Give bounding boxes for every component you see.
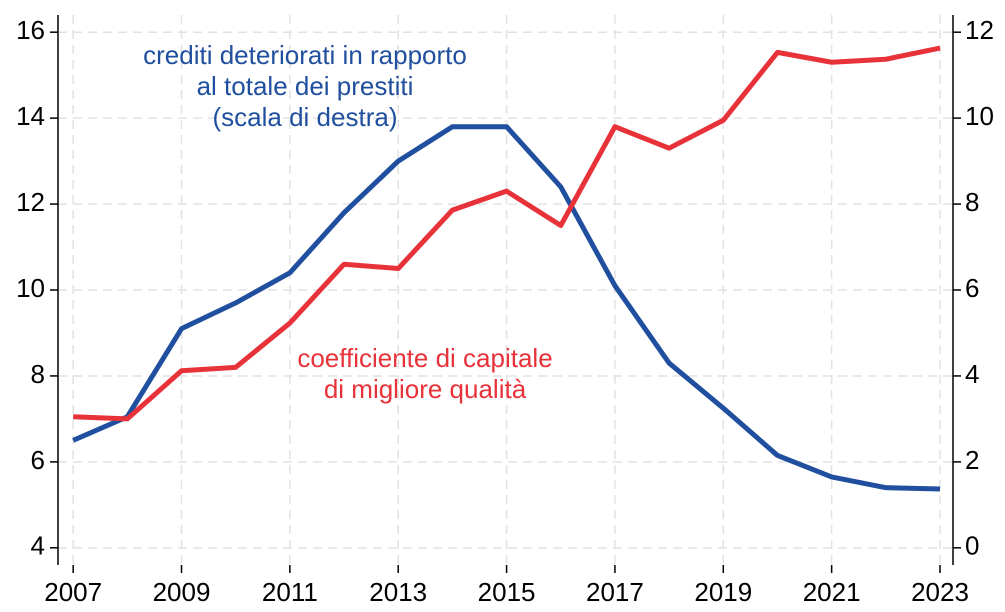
x-tick-label: 2013 bbox=[369, 577, 427, 607]
y-tick-label: 16 bbox=[16, 15, 45, 45]
x-tick-label: 2015 bbox=[478, 577, 536, 607]
y-tick-label: 6 bbox=[31, 445, 45, 475]
annotation: crediti deteriorati in rapporto bbox=[143, 40, 467, 70]
y2-tick-label: 2 bbox=[965, 445, 979, 475]
annotation: al totale dei prestiti bbox=[197, 71, 414, 101]
x-tick-label: 2017 bbox=[586, 577, 644, 607]
y-tick-label: 10 bbox=[16, 273, 45, 303]
x-tick-label: 2007 bbox=[44, 577, 102, 607]
line-series bbox=[72, 124, 941, 492]
annotation: (scala di destra) bbox=[213, 102, 398, 132]
y2-tick-label: 6 bbox=[965, 273, 979, 303]
y2-tick-label: 12 bbox=[965, 15, 994, 45]
y-tick-label: 14 bbox=[16, 101, 45, 131]
y-tick-label: 12 bbox=[16, 187, 45, 217]
y2-tick-label: 4 bbox=[965, 359, 979, 389]
y2-tick-label: 0 bbox=[965, 531, 979, 561]
x-tick-label: 2009 bbox=[153, 577, 211, 607]
x-tick-label: 2023 bbox=[911, 577, 969, 607]
annotation: di migliore qualità bbox=[324, 374, 527, 404]
y-tick-label: 4 bbox=[31, 531, 45, 561]
x-tick-label: 2021 bbox=[803, 577, 861, 607]
y2-tick-label: 10 bbox=[965, 101, 994, 131]
x-tick-label: 2019 bbox=[694, 577, 752, 607]
y-tick-label: 8 bbox=[31, 359, 45, 389]
x-tick-label: 2011 bbox=[262, 577, 318, 607]
y2-tick-label: 8 bbox=[965, 187, 979, 217]
line-series bbox=[73, 45, 941, 422]
annotation: coefficiente di capitale bbox=[297, 343, 552, 373]
